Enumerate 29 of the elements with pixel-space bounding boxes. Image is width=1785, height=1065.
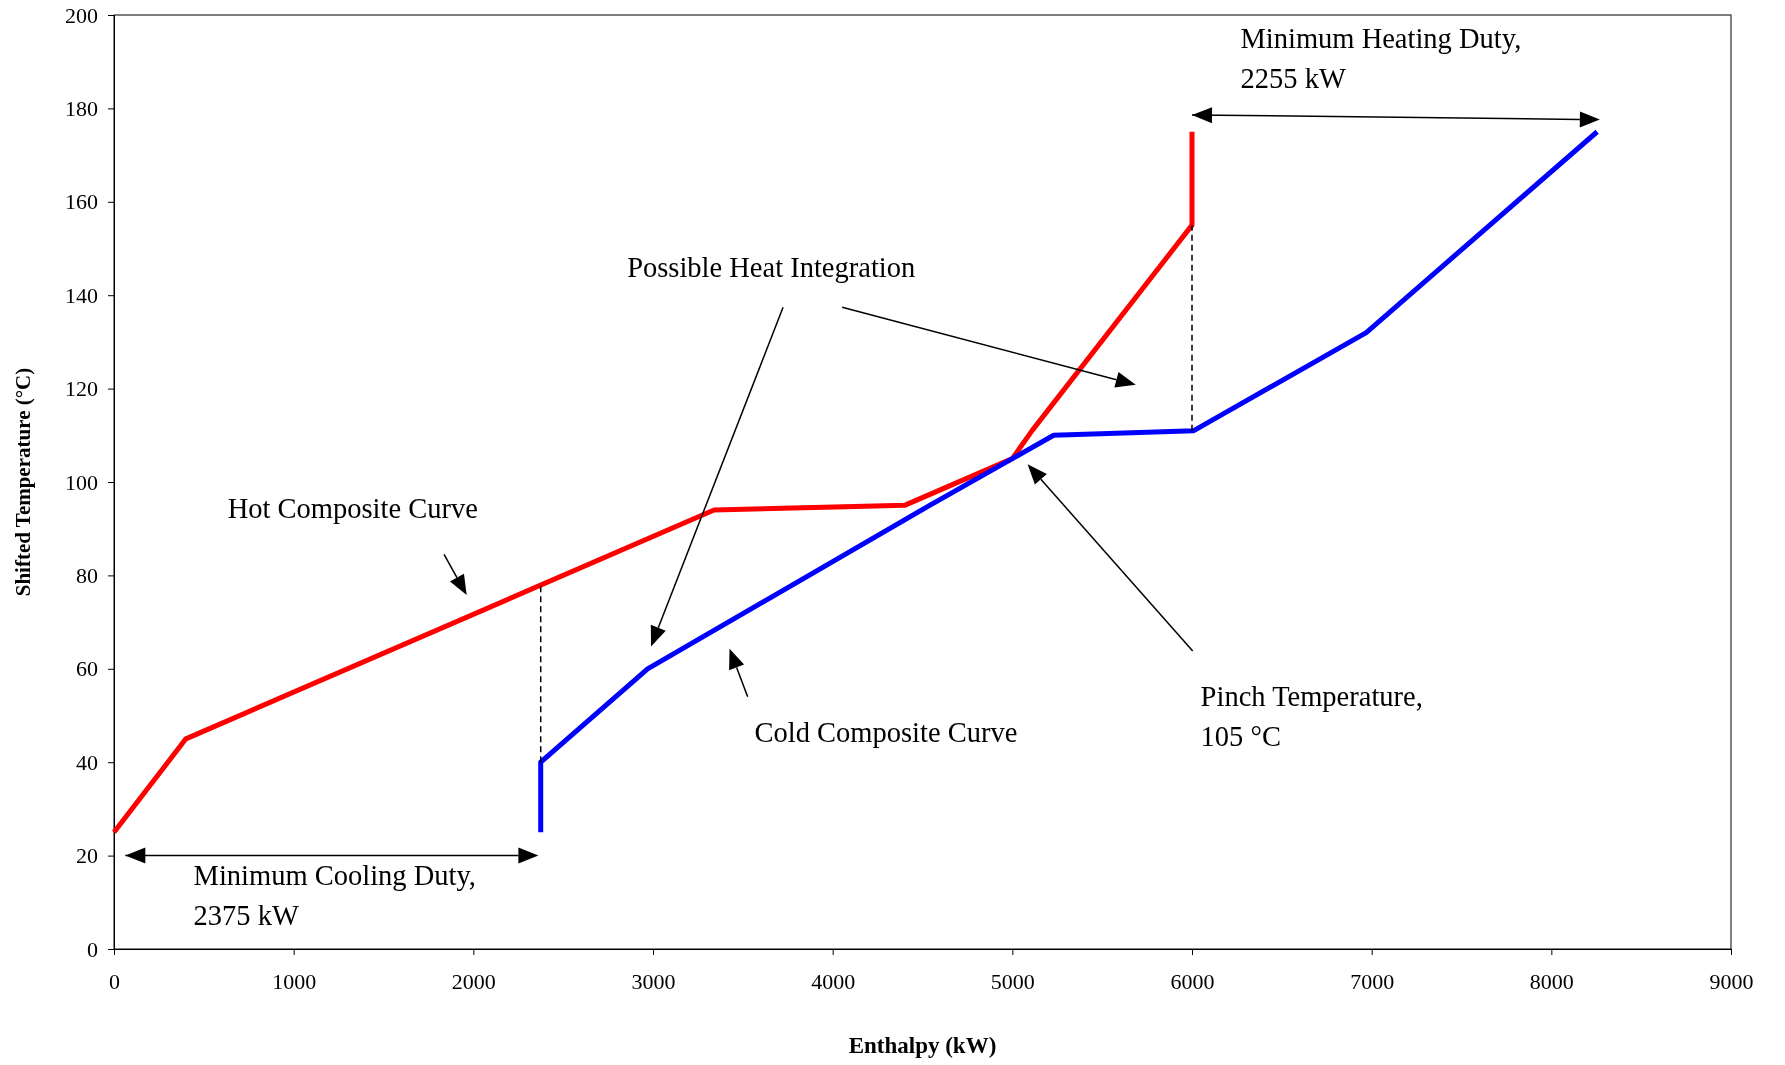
annotation: Minimum Heating Duty, 2255 kW	[1240, 22, 1522, 94]
x-tick-label: 6000	[1170, 968, 1215, 994]
annotation: Minimum Cooling Duty, 2375 kW	[193, 860, 476, 932]
y-tick-label: 100	[65, 469, 98, 495]
annotation: Possible Heat Integration	[627, 251, 916, 283]
x-axis-title: Enthalpy (kW)	[848, 1033, 997, 1058]
x-tick-label: 3000	[631, 968, 676, 994]
y-tick-label: 200	[65, 2, 98, 28]
x-tick-label: 8000	[1529, 968, 1574, 994]
y-tick-label: 80	[76, 562, 98, 588]
x-tick-label: 5000	[990, 968, 1035, 994]
y-tick-label: 140	[65, 282, 98, 308]
y-tick-label: 20	[76, 843, 98, 869]
y-tick-label: 60	[76, 656, 98, 682]
x-tick-label: 9000	[1709, 968, 1754, 994]
y-axis-title: Shifted Temperature (°C)	[11, 367, 35, 597]
y-tick-label: 40	[76, 749, 98, 775]
x-tick-label: 7000	[1350, 968, 1395, 994]
y-tick-label: 120	[65, 376, 98, 402]
x-tick-label: 2000	[451, 968, 496, 994]
y-tick-label: 0	[87, 936, 98, 962]
x-tick-label: 0	[109, 968, 120, 994]
y-tick-label: 180	[65, 95, 98, 121]
annotation: Cold Composite Curve	[754, 717, 1018, 749]
annotation: Pinch Temperature, 105 °C	[1200, 681, 1423, 753]
x-tick-label: 4000	[811, 968, 856, 994]
x-tick-label: 1000	[272, 968, 317, 994]
annotation: Hot Composite Curve	[227, 492, 478, 524]
y-tick-label: 160	[65, 189, 98, 215]
